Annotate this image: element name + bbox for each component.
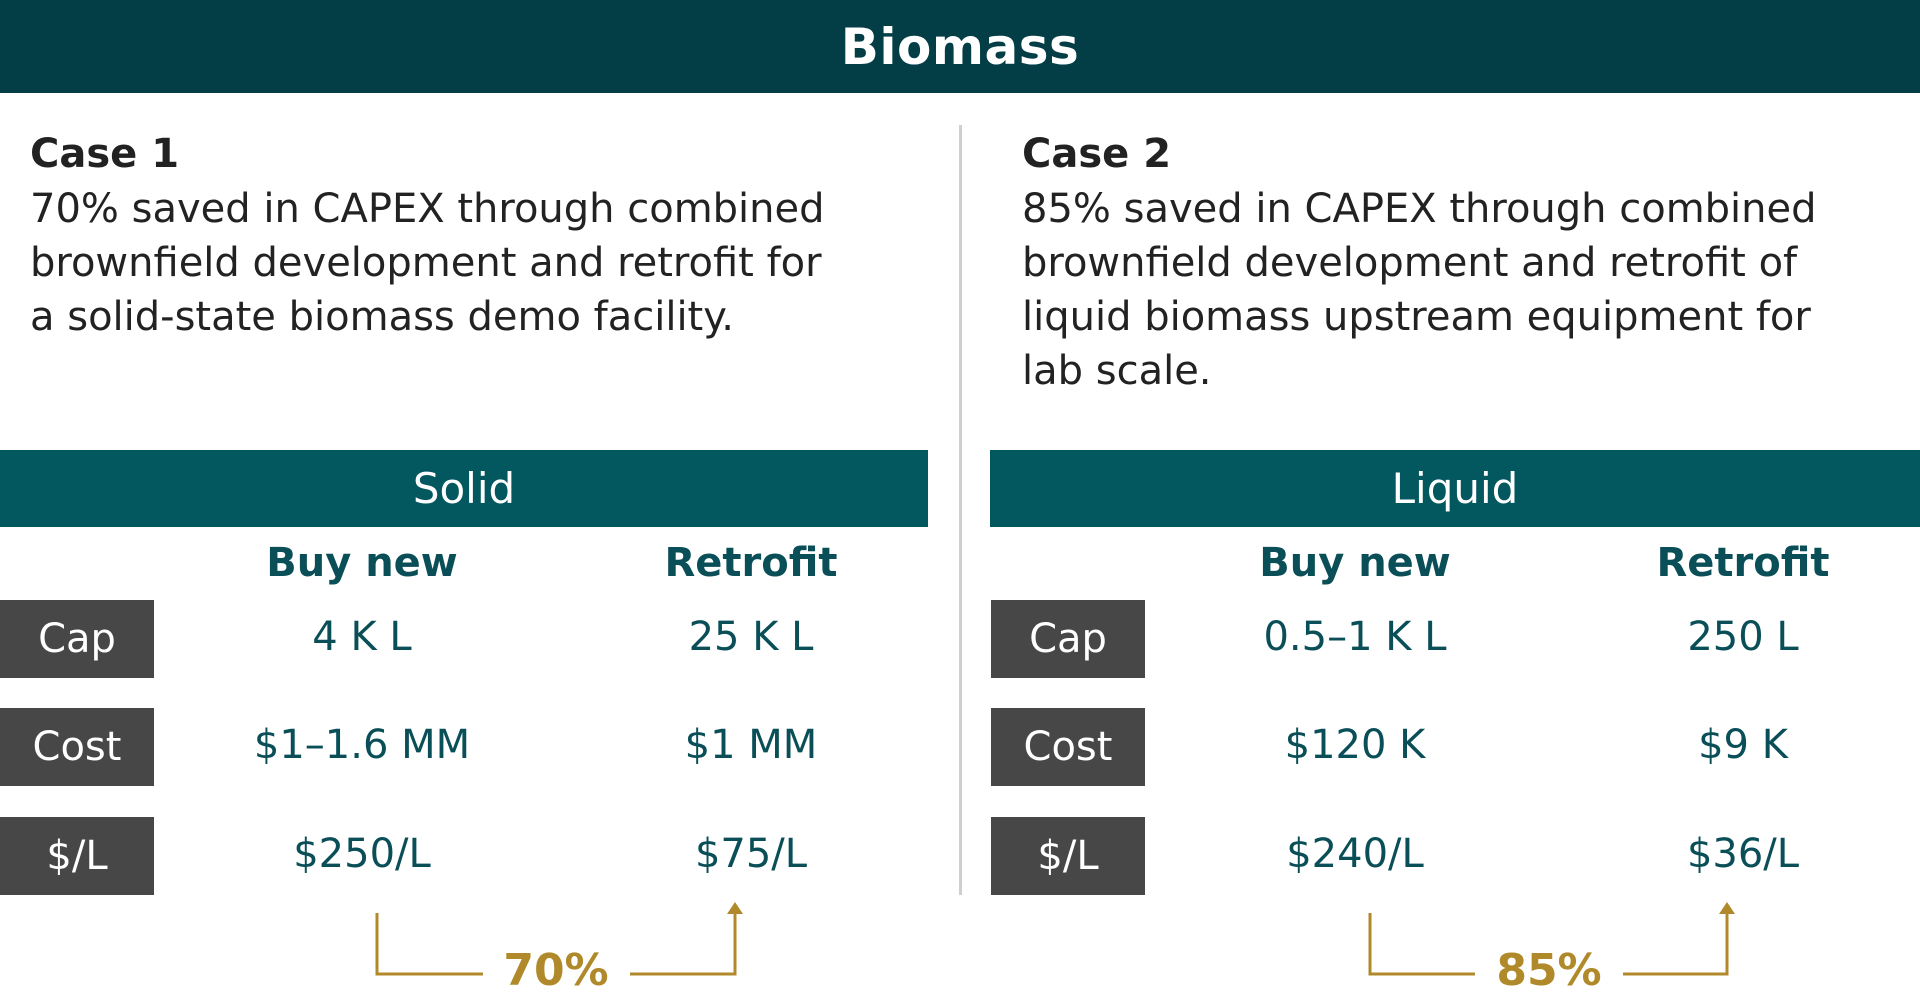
liquid-per-liter-buy-new: $240/L <box>1286 831 1424 877</box>
case-2-label: Case 2 <box>1022 131 1172 177</box>
solid-col-buy-new: Buy new <box>266 540 458 586</box>
solid-per-liter-buy-new: $250/L <box>293 831 431 877</box>
liquid-cost-buy-new: $120 K <box>1284 722 1426 768</box>
liquid-per-liter-retrofit: $36/L <box>1686 831 1800 877</box>
liquid-col-retrofit: Retrofit <box>1656 540 1830 586</box>
liquid-savings-line-left <box>1368 913 1475 976</box>
liquid-savings-arrowhead-icon <box>1719 902 1735 914</box>
solid-table-header: Solid <box>0 450 928 527</box>
case-1-description: 70% saved in CAPEX through combined brow… <box>30 186 825 340</box>
solid-cap-retrofit: 25 K L <box>688 614 814 660</box>
liquid-cap-buy-new: 0.5–1 K L <box>1263 614 1447 660</box>
liquid-row-label-cap: Cap <box>991 600 1145 678</box>
case-2-description: 85% saved in CAPEX through combined brow… <box>1022 186 1817 394</box>
solid-per-liter-retrofit: $75/L <box>694 831 808 877</box>
case-1-label: Case 1 <box>30 131 180 177</box>
solid-savings-arrowhead-icon <box>727 902 743 914</box>
solid-savings-line-left <box>375 913 483 976</box>
vertical-divider <box>959 125 962 895</box>
solid-col-retrofit: Retrofit <box>664 540 838 586</box>
liquid-row-label-cost: Cost <box>991 708 1145 786</box>
case-1-panel: Case 1 70% saved in CAPEX through combin… <box>30 130 900 344</box>
solid-cost-retrofit: $1 MM <box>684 722 818 768</box>
liquid-savings-percent: 85% <box>1496 945 1602 996</box>
solid-savings-line-right <box>630 912 737 976</box>
liquid-cost-retrofit: $9 K <box>1698 722 1788 768</box>
solid-savings-percent: 70% <box>503 945 609 996</box>
solid-cost-buy-new: $1–1.6 MM <box>253 722 471 768</box>
liquid-cap-retrofit: 250 L <box>1687 614 1799 660</box>
case-2-panel: Case 2 85% saved in CAPEX through combin… <box>1022 130 1902 398</box>
liquid-col-buy-new: Buy new <box>1259 540 1451 586</box>
solid-row-label-cost: Cost <box>0 708 154 786</box>
solid-row-label-cap: Cap <box>0 600 154 678</box>
liquid-table-header: Liquid <box>990 450 1920 527</box>
liquid-savings-line-right <box>1623 912 1729 976</box>
solid-row-label-per-liter: $/L <box>0 817 154 895</box>
page-title: Biomass <box>0 0 1920 93</box>
liquid-row-label-per-liter: $/L <box>991 817 1145 895</box>
solid-cap-buy-new: 4 K L <box>312 614 412 660</box>
